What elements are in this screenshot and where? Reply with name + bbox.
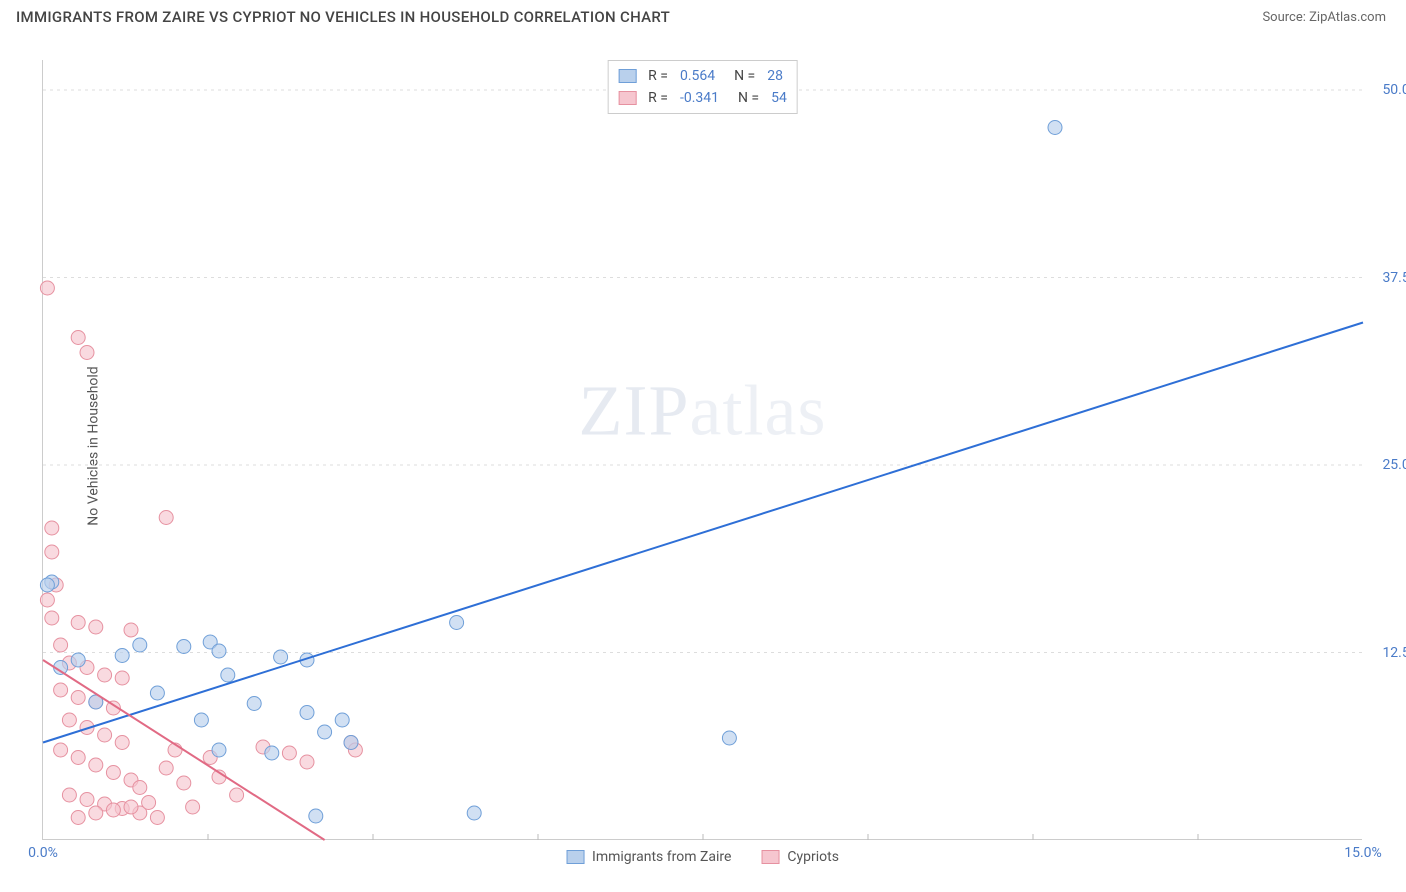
data-point [89,758,103,772]
data-point [89,620,103,634]
data-point [309,809,323,823]
data-point [71,691,85,705]
data-point [300,755,314,769]
n-label: N = [727,65,755,87]
data-point [318,725,332,739]
data-point [40,578,54,592]
data-point [71,616,85,630]
data-point [54,743,68,757]
data-point [71,811,85,825]
trendline-zaire [43,323,1363,743]
n-value-zaire: 28 [767,65,783,87]
data-point [98,668,112,682]
data-point [106,766,120,780]
legend-label-cypriots: Cypriots [787,849,839,865]
data-point [186,800,200,814]
y-tick-label: 37.5% [1382,270,1406,286]
r-value-zaire: 0.564 [680,65,715,87]
swatch-cypriots-icon [761,850,779,864]
data-point [124,800,138,814]
n-label: N = [731,87,759,109]
data-point [115,649,129,663]
data-point [62,788,76,802]
data-point [98,728,112,742]
series-legend: Immigrants from Zaire Cypriots [566,849,839,865]
data-point [150,811,164,825]
data-point [45,611,59,625]
source-label: Source: [1262,10,1305,25]
data-point [71,653,85,667]
swatch-zaire-icon [566,850,584,864]
y-tick-label: 25.0% [1382,457,1406,473]
data-point [450,616,464,630]
data-point [133,781,147,795]
data-point [45,521,59,535]
data-point [89,806,103,820]
y-tick-label: 12.5% [1382,645,1406,661]
data-point [335,713,349,727]
x-tick-label: 0.0% [28,845,58,861]
data-point [722,731,736,745]
data-point [150,686,164,700]
source-attr: Source: ZipAtlas.com [1262,10,1386,25]
r-label: R = [648,87,668,109]
data-point [212,743,226,757]
data-point [282,746,296,760]
r-value-cypriots: -0.341 [680,87,719,109]
scatter-svg [43,60,1362,839]
data-point [300,706,314,720]
data-point [54,683,68,697]
data-point [194,713,208,727]
data-point [142,796,156,810]
data-point [274,650,288,664]
y-tick-label: 50.0% [1382,82,1406,98]
legend-row-cypriots: R = -0.341 N = 54 [618,87,787,109]
data-point [115,671,129,685]
data-point [230,788,244,802]
data-point [212,644,226,658]
data-point [159,761,173,775]
data-point [45,545,59,559]
data-point [40,593,54,607]
data-point [221,668,235,682]
correlation-legend: R = 0.564 N = 28 R = -0.341 N = 54 [607,60,798,114]
legend-row-zaire: R = 0.564 N = 28 [618,65,787,87]
swatch-zaire-icon [618,69,636,83]
r-label: R = [648,65,668,87]
swatch-cypriots-icon [618,91,636,105]
legend-label-zaire: Immigrants from Zaire [592,849,731,865]
x-tick-label: 15.0% [1344,845,1382,861]
data-point [71,751,85,765]
n-value-cypriots: 54 [771,87,787,109]
data-point [40,281,54,295]
data-point [247,697,261,711]
data-point [133,638,147,652]
trendline-cypriots [43,660,325,840]
data-point [467,806,481,820]
data-point [1048,121,1062,135]
data-point [159,511,173,525]
legend-item-zaire: Immigrants from Zaire [566,849,731,865]
data-point [80,346,94,360]
data-point [344,736,358,750]
chart-plot-area: R = 0.564 N = 28 R = -0.341 N = 54 ZIPat… [42,60,1362,840]
data-point [62,713,76,727]
data-point [265,746,279,760]
legend-item-cypriots: Cypriots [761,849,839,865]
data-point [177,776,191,790]
data-point [54,638,68,652]
data-point [177,640,191,654]
data-point [106,803,120,817]
data-point [71,331,85,345]
source-name: ZipAtlas.com [1309,10,1386,25]
data-point [115,736,129,750]
data-point [124,623,138,637]
chart-title: IMMIGRANTS FROM ZAIRE VS CYPRIOT NO VEHI… [16,8,670,26]
data-point [80,793,94,807]
